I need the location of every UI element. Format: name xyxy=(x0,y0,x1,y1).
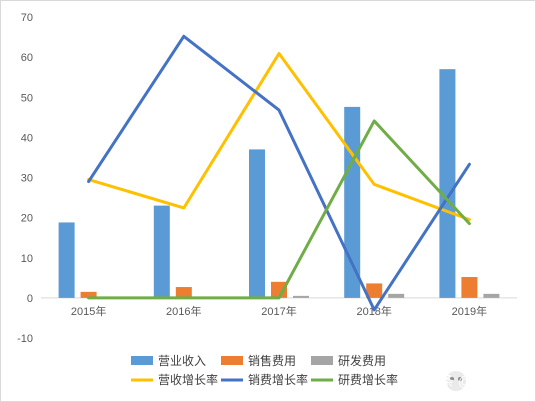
bar-2 xyxy=(461,277,478,298)
y-tick-label: 70 xyxy=(21,12,33,24)
legend-label: 营业收入 xyxy=(158,354,206,368)
bar-3 xyxy=(293,295,309,298)
bar-1 xyxy=(58,222,75,298)
legend-label: 研发费用 xyxy=(338,353,386,368)
bar-2 xyxy=(175,287,192,298)
bar-1 xyxy=(249,149,265,298)
y-tick-label: 40 xyxy=(21,132,33,144)
wechat-like-icon xyxy=(446,371,466,391)
y-tick-label: 50 xyxy=(21,92,33,104)
y-tick-label: 10 xyxy=(21,253,33,265)
watermark-eye-icon xyxy=(458,377,462,381)
series-line-2 xyxy=(87,34,471,312)
bar-1 xyxy=(153,205,170,298)
watermark-text: 头条 @财成聊股 xyxy=(426,373,528,389)
x-tick-label: 2015年 xyxy=(71,304,106,318)
y-tick-label: 20 xyxy=(21,213,33,225)
y-tick-label: -10 xyxy=(17,333,33,345)
watermark: 头条 @财成聊股 xyxy=(426,371,528,391)
bar-3 xyxy=(483,293,500,298)
legend-swatch xyxy=(221,356,243,365)
x-tick-label: 2017年 xyxy=(261,304,296,318)
y-tick-label: 30 xyxy=(21,173,33,185)
legend-swatch xyxy=(311,356,333,365)
legend-label: 研费增长率 xyxy=(338,372,398,387)
x-tick-label: 2019年 xyxy=(452,304,487,318)
series-line-1 xyxy=(87,52,471,222)
bar-1 xyxy=(344,106,361,298)
legend-label: 销售费用 xyxy=(248,353,296,368)
bar-2 xyxy=(271,281,287,298)
y-tick-label: 60 xyxy=(21,52,33,64)
bar-2 xyxy=(366,283,383,298)
bar-1 xyxy=(439,69,456,298)
line-layer xyxy=(87,34,471,312)
bar-3 xyxy=(388,293,405,298)
legend-label: 销费增长率 xyxy=(248,372,308,387)
watermark-eye-icon xyxy=(450,377,454,381)
bar-2 xyxy=(80,291,97,298)
legend-label: 营收增长率 xyxy=(158,372,218,387)
series-line-3 xyxy=(87,119,471,300)
x-tick-label: 2016年 xyxy=(166,304,201,318)
y-tick-label: 0 xyxy=(27,293,33,305)
legend-swatch xyxy=(131,356,153,365)
